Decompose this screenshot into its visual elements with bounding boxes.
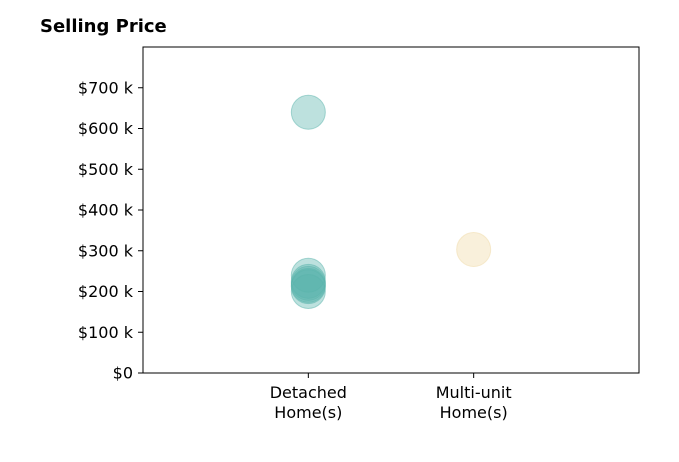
x-tick-label: Detached Home(s) [270, 383, 347, 422]
y-tick-label: $700 k [78, 78, 134, 97]
data-point [290, 269, 326, 305]
y-tick-label: $100 k [78, 323, 134, 342]
y-tick-label: $600 k [78, 119, 134, 138]
x-axis: Detached Home(s) Multi-unit Home(s) [270, 373, 512, 422]
data-points [290, 94, 492, 309]
data-point [290, 274, 326, 309]
chart-title: Selling Price [40, 16, 167, 37]
x-tick-label: Multi-unit Home(s) [436, 383, 512, 422]
y-tick-label: $0 [113, 364, 133, 383]
y-tick-label: $300 k [78, 241, 134, 260]
y-tick-label: $200 k [78, 282, 134, 301]
data-point [456, 232, 492, 268]
data-point [290, 94, 326, 130]
y-tick-label: $400 k [78, 201, 134, 220]
y-tick-label: $500 k [78, 160, 134, 179]
y-axis: $0 $100 k $200 k $300 k $400 k $500 k $600 k $7… [78, 78, 143, 383]
plot-frame [142, 46, 640, 374]
